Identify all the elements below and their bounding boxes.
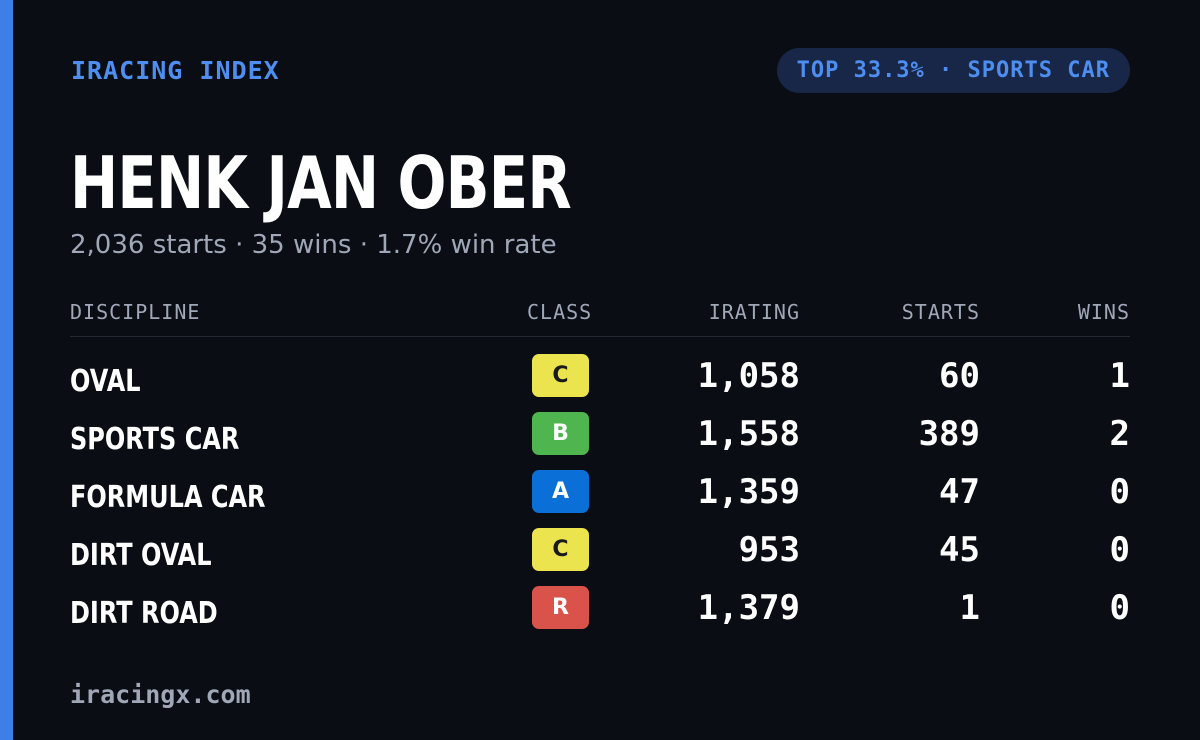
discipline-name: SPORTS CAR [70, 422, 240, 457]
irating-value: 1,359 [697, 472, 800, 512]
class-badge: R [532, 586, 589, 629]
table-row: SPORTS CAR B 1,558 389 2 [70, 412, 1130, 470]
discipline-name: DIRT ROAD [70, 596, 218, 631]
discipline-name: DIRT OVAL [70, 538, 212, 573]
wins-value: 0 [1109, 588, 1130, 628]
starts-value: 1 [959, 588, 980, 628]
footer-domain: iracingx.com [70, 680, 251, 709]
driver-summary: 2,036 starts · 35 wins · 1.7% win rate [70, 230, 557, 260]
starts-value: 60 [939, 356, 980, 396]
rank-pill: TOP 33.3% · SPORTS CAR [776, 48, 1130, 93]
class-badge: C [532, 528, 589, 571]
irating-value: 1,058 [697, 356, 800, 396]
irating-value: 1,558 [697, 414, 800, 454]
discipline-name: FORMULA CAR [70, 480, 266, 515]
wins-value: 2 [1109, 414, 1130, 454]
brand-label: IRACING INDEX [71, 56, 280, 85]
irating-value: 1,379 [697, 588, 800, 628]
irating-value: 953 [738, 530, 800, 570]
accent-bar [0, 0, 13, 740]
discipline-name: OVAL [70, 364, 141, 399]
table-row: FORMULA CAR A 1,359 47 0 [70, 470, 1130, 528]
table-row: DIRT ROAD R 1,379 1 0 [70, 586, 1130, 644]
starts-value: 47 [939, 472, 980, 512]
class-badge: B [532, 412, 589, 455]
header-starts: STARTS [901, 300, 980, 324]
driver-name: HENK JAN OBER [70, 141, 572, 225]
header-discipline: DISCIPLINE [70, 300, 201, 324]
table-row: OVAL C 1,058 60 1 [70, 354, 1130, 412]
class-badge: C [532, 354, 589, 397]
header-wins: WINS [1077, 300, 1130, 324]
wins-value: 1 [1109, 356, 1130, 396]
header-class: CLASS [527, 300, 593, 324]
starts-value: 45 [939, 530, 980, 570]
table-header: DISCIPLINE CLASS IRATING STARTS WINS [70, 300, 1130, 337]
wins-value: 0 [1109, 530, 1130, 570]
table-row: DIRT OVAL C 953 45 0 [70, 528, 1130, 586]
header-irating: IRATING [708, 300, 800, 324]
class-badge: A [532, 470, 589, 513]
starts-value: 389 [918, 414, 980, 454]
wins-value: 0 [1109, 472, 1130, 512]
